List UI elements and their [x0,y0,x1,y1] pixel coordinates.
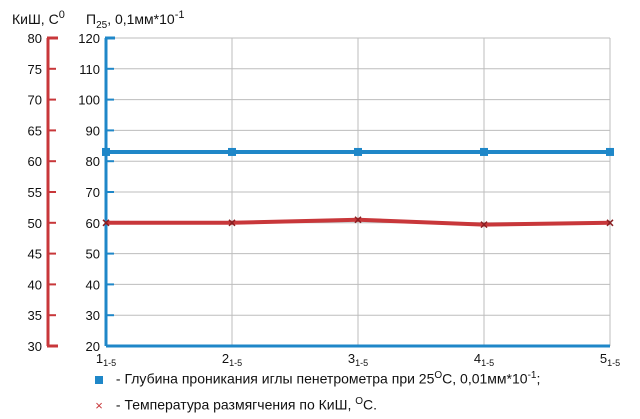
left-tick-label: 65 [28,123,42,138]
left-tick-label: 40 [28,277,42,292]
right-tick-label: 90 [86,123,100,138]
right-tick-label: 60 [86,216,100,231]
legend-text: Температура размягчения по КиШ, [124,396,356,413]
legend-prefix: - [115,396,125,413]
series-point-square [354,147,362,156]
left-axis-title: КиШ, С0 [12,9,65,27]
series-point-square [480,147,488,156]
series-point-square [102,147,110,156]
left-tick-label: 45 [28,247,42,262]
right-tick-label: 100 [78,93,100,108]
right-tick-label: 70 [86,185,100,200]
left-tick-label: 35 [28,308,42,323]
x-tick-label: 11-5 [96,351,116,368]
legend-end: ; [536,370,541,387]
legend-text: Глубина проникания иглы пенетрометра при… [124,370,435,387]
right-tick-label: 120 [78,31,100,46]
series-point-x [480,221,488,229]
right-axis: 20 30 40 50 60 70 80 90 100 110 120 [78,31,610,354]
left-axis: 30 35 40 45 50 55 60 65 70 75 80 [28,31,58,354]
series-point-square [606,147,614,156]
left-tick-label: 75 [28,62,42,77]
grid [105,37,611,347]
x-tick-label: 51-5 [600,351,620,368]
legend-prefix: - [115,370,125,387]
left-tick-label: 70 [28,93,42,108]
legend-item-softening: × - Температура размягчения по КиШ, OС. [92,396,377,413]
legend-mid: С, 0,01мм*10 [442,370,528,387]
legend-sup: O [434,370,443,381]
series-point-square [228,147,236,156]
legend-item-penetration: - Глубина проникания иглы пенетрометра п… [92,370,540,387]
series-point-x [228,219,236,227]
left-tick-label: 50 [28,216,42,231]
legend-sup: -1 [527,370,537,381]
right-tick-label: 30 [86,308,100,323]
left-tick-label: 60 [28,154,42,169]
series-point-x [606,219,614,227]
left-tick-label: 55 [28,185,42,200]
left-tick-label: 80 [28,31,42,46]
legend-end: С. [363,396,378,413]
right-tick-label: 40 [86,277,100,292]
right-tick-label: 20 [86,339,100,354]
x-tick-label: 41-5 [474,351,494,368]
series-point-x [354,216,362,224]
series-point-x [102,219,110,227]
series [102,147,614,229]
right-tick-label: 50 [86,247,100,262]
legend-square-marker [92,371,106,387]
right-tick-label: 110 [79,62,100,77]
right-axis-title: П25, 0,1мм*10-1 [86,9,184,31]
x-axis: 11-5 21-5 31-5 41-5 51-5 [96,351,620,368]
right-tick-label: 80 [86,154,100,169]
legend-x-marker: × [95,397,103,413]
legend-sup: O [355,396,364,407]
x-tick-label: 21-5 [222,351,242,368]
x-tick-label: 31-5 [348,351,368,368]
left-tick-label: 30 [28,339,42,354]
